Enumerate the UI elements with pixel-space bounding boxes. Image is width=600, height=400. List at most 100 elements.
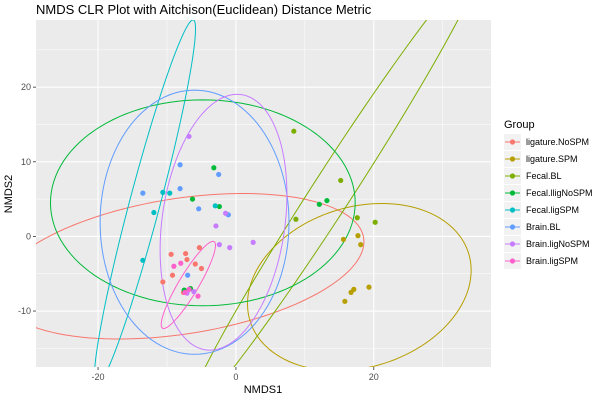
point-Fecal.ligSPM — [212, 203, 218, 209]
point-ligature.NoSPM — [182, 250, 189, 257]
point-ligature.NoSPM — [169, 272, 176, 278]
point-Fecal.lligNoSPM — [316, 201, 322, 207]
point-ligature.NoSPM — [196, 245, 202, 251]
point-Brain.ligNoSPM — [213, 223, 219, 229]
legend-label: Brain.ligSPM — [526, 256, 578, 266]
legend-item-ligature.SPM: ligature.SPM — [504, 151, 578, 167]
point-Fecal.lligNoSPM — [189, 196, 196, 202]
legend-label: Brain.BL — [526, 222, 561, 232]
legend-key-point — [509, 258, 516, 264]
y-tick-label: -10 — [18, 306, 31, 316]
legend-key-point — [509, 190, 516, 196]
point-Fecal.lligNoSPM — [216, 203, 222, 210]
point-Brain.BL — [185, 272, 191, 278]
y-axis-title: NMDS2 — [3, 175, 15, 214]
point-Fecal.BL — [338, 177, 344, 184]
point-Brain.ligNoSPM — [222, 210, 229, 216]
plot-area — [36, 20, 491, 367]
point-Fecal.BL — [372, 219, 378, 225]
point-Brain.ligSPM — [178, 260, 184, 266]
legend-item-ligature.NoSPM: ligature.NoSPM — [504, 134, 589, 150]
ellipse-Fecal.ligSPM — [94, 20, 197, 367]
point-Brain.ligNoSPM — [227, 245, 233, 251]
point-Fecal.lligNoSPM — [324, 197, 330, 204]
legend-item-Fecal.BL: Fecal.BL — [504, 168, 562, 184]
point-Fecal.ligSPM — [151, 209, 157, 216]
legend-title: Group — [504, 119, 535, 131]
point-Brain.BL — [196, 206, 202, 212]
legend-key-point — [509, 173, 516, 179]
point-Brain.ligSPM — [182, 289, 188, 295]
legend-key-point — [509, 156, 516, 162]
y-tick-label: 0 — [26, 231, 31, 241]
point-Brain.ligSPM — [195, 293, 201, 299]
legend-item-Brain.ligNoSPM: Brain.ligNoSPM — [504, 236, 590, 252]
legend-item-Brain.ligSPM: Brain.ligSPM — [504, 253, 578, 269]
legend-item-Fecal.lligNoSPM: Fecal.lligNoSPM — [504, 185, 593, 201]
legend-label: Fecal.BL — [526, 171, 562, 181]
ellipse-Fecal.lligNoSPM — [49, 99, 356, 307]
point-Fecal.ligSPM — [160, 189, 166, 195]
grid — [36, 20, 491, 367]
point-Brain.BL — [177, 186, 183, 192]
point-Brain.ligSPM — [171, 263, 177, 269]
x-tick-label: 20 — [369, 372, 379, 382]
ellipse-Brain.ligSPM — [160, 240, 217, 329]
point-ligature.NoSPM — [184, 256, 190, 263]
point-Brain.ligNoSPM — [191, 289, 197, 295]
legend-item-Fecal.ligSPM: Fecal.ligSPM — [504, 202, 579, 218]
x-axis: -20 0 20 — [92, 367, 379, 382]
point-ligature.SPM — [358, 242, 364, 248]
chart-title: NMDS CLR Plot with Aitchison(Euclidean) … — [36, 2, 372, 17]
point-Fecal.BL — [291, 128, 297, 134]
point-ligature.NoSPM — [198, 265, 205, 272]
point-Fecal.BL — [293, 216, 299, 222]
legend-label: ligature.NoSPM — [526, 137, 589, 147]
legend-key-point — [509, 224, 516, 230]
data-points — [140, 128, 378, 304]
legend-key-point — [509, 241, 516, 247]
legend: Group ligature.NoSPM ligature.SPM Fecal.BL… — [504, 119, 593, 269]
point-Brain.BL — [216, 171, 222, 178]
x-tick-label: -20 — [92, 372, 105, 382]
point-Fecal.BL — [354, 215, 360, 221]
point-ligature.SPM — [340, 236, 347, 242]
point-Brain.BL — [140, 190, 146, 196]
legend-label: Brain.ligNoSPM — [526, 239, 590, 249]
ellipse-Brain.BL — [99, 89, 290, 355]
ellipse-Fecal.BL — [204, 20, 459, 367]
legend-item-Brain.BL: Brain.BL — [504, 219, 561, 235]
point-ligature.NoSPM — [192, 261, 198, 267]
y-tick-label: 20 — [21, 82, 31, 92]
point-ligature.SPM — [342, 298, 348, 304]
plot-panel — [36, 20, 491, 367]
legend-key-point — [509, 207, 516, 213]
x-tick-label: 0 — [233, 372, 238, 382]
point-ligature.SPM — [348, 289, 354, 295]
point-Brain.ligNoSPM — [216, 242, 222, 248]
point-Brain.ligNoSPM — [250, 239, 256, 245]
point-Fecal.ligSPM — [167, 190, 173, 196]
confidence-ellipses — [36, 20, 472, 367]
legend-label: ligature.SPM — [526, 154, 578, 164]
ellipse-ligature.SPM — [246, 202, 472, 367]
point-ligature.NoSPM — [160, 279, 166, 285]
ellipse-Brain.ligNoSPM — [159, 93, 288, 351]
point-ligature.NoSPM — [168, 251, 174, 257]
y-tick-label: 10 — [21, 157, 31, 167]
legend-label: Fecal.ligSPM — [526, 205, 579, 215]
x-axis-title: NMDS1 — [244, 384, 283, 396]
y-axis: -10 0 10 20 — [18, 82, 36, 316]
point-Brain.BL — [177, 162, 183, 168]
legend-label: Fecal.lligNoSPM — [526, 188, 593, 198]
legend-key-point — [509, 139, 516, 145]
point-Brain.ligNoSPM — [186, 133, 192, 140]
point-Fecal.lligNoSPM — [211, 165, 217, 171]
point-ligature.SPM — [366, 284, 372, 290]
point-Brain.ligSPM — [186, 286, 192, 292]
ellipse-ligature.NoSPM — [36, 193, 365, 340]
point-Fecal.ligSPM — [140, 257, 146, 263]
legend-items: ligature.NoSPM ligature.SPM Fecal.BL Fecal.… — [504, 134, 593, 269]
point-ligature.SPM — [355, 233, 361, 239]
